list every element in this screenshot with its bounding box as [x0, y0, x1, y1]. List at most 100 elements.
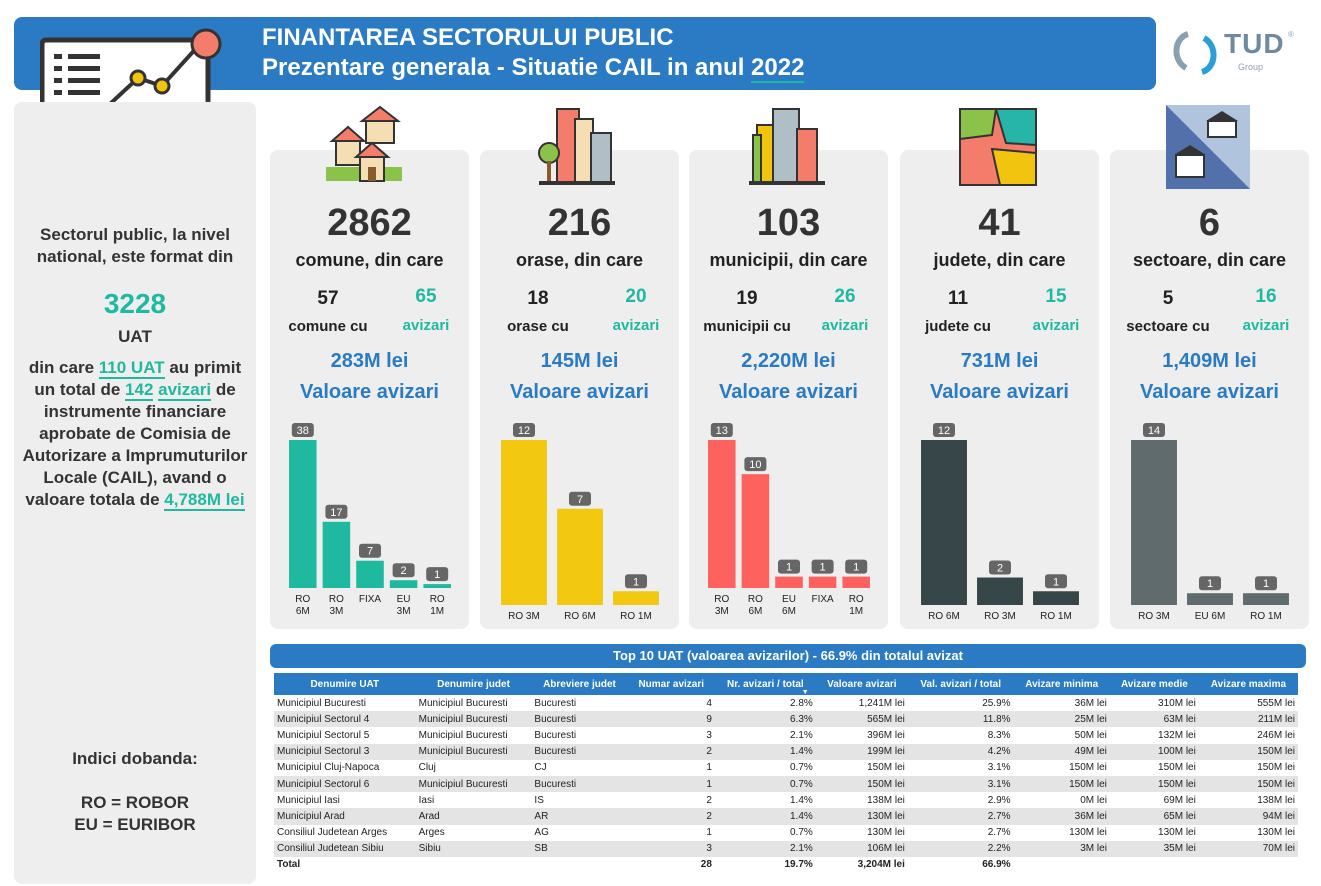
table-cell: 0.7% — [790, 762, 813, 774]
card-sub-a: 18 — [527, 288, 549, 309]
tick-label: 1M — [430, 606, 444, 617]
column-header[interactable]: Denumire judet — [415, 673, 532, 695]
data-label-text: 1 — [853, 562, 859, 574]
bar-fixa — [808, 576, 837, 588]
data-label-box — [569, 491, 591, 506]
table-cell: 36M lei — [1074, 697, 1107, 709]
data-label: 14 — [1143, 423, 1165, 437]
data-label: 13 — [710, 423, 733, 437]
data-label-text: 2 — [997, 563, 1003, 575]
summary-uat-count: 110 UAT — [98, 358, 165, 379]
page-title: FINANTAREA SECTORULUI PUBLIC Prezentare … — [262, 23, 805, 83]
tick-label: RO 6M — [928, 611, 960, 622]
card-label: sectoare, din care — [1132, 250, 1287, 270]
bar-chart-sectoare: 14 RO 3M 1 EU 6M 1 RO 1M — [1131, 423, 1289, 622]
card-value: 2,220M lei — [741, 350, 836, 372]
card-total: 41 — [978, 202, 1021, 244]
bar-ro-3m — [708, 440, 736, 588]
tick-label: RO 1M — [1040, 611, 1072, 622]
table-cell: Municipiul Iasi — [277, 794, 340, 806]
total-uat: 3228 — [103, 288, 167, 319]
table-cell: 130M lei — [1158, 827, 1196, 839]
tick-label: 6M — [748, 606, 762, 617]
table-cell: 1.4% — [714, 808, 816, 825]
card-sub-a-label: orase cu — [507, 318, 569, 335]
table-cell: 2.9% — [987, 794, 1011, 806]
data-label-text: 7 — [577, 494, 583, 506]
table-cell: 4 — [706, 697, 712, 709]
table-cell: 0.7% — [714, 775, 816, 793]
table-cell: 65M lei — [1109, 808, 1199, 825]
table-row: Municipiul Sectorul 5 Municipiul Bucurest… — [274, 727, 1298, 743]
table-cell: 3M lei — [1013, 840, 1110, 857]
data-label: 17 — [325, 504, 348, 519]
column-header[interactable]: Nr. avizari / total — [714, 673, 816, 695]
table-cell: Municipiul Sectorul 5 — [277, 729, 370, 741]
data-label: 12 — [513, 423, 535, 437]
summary-avizari-word: avizari — [158, 380, 212, 401]
logo-registered: ® — [1288, 30, 1294, 39]
card-sub-a: 19 — [736, 288, 758, 309]
table-cell: Arad — [415, 808, 532, 825]
table-cell: 1 — [627, 775, 715, 793]
table-cell: 310M lei — [1158, 697, 1196, 709]
column-header[interactable]: Avizare maxima — [1198, 673, 1298, 695]
data-label-box — [1255, 576, 1277, 591]
column-header[interactable]: Avizare medie — [1109, 673, 1199, 695]
data-label: 7 — [569, 491, 591, 506]
tick-label: EU — [782, 594, 796, 605]
card-sub-b-label: avizari — [402, 317, 450, 334]
tick-label: RO — [748, 594, 763, 605]
card-sub-b: 20 — [625, 286, 647, 307]
tick-label: RO 6M — [564, 611, 596, 622]
bar-ro-1m — [1243, 593, 1289, 605]
card-sub-b-label: avizari — [612, 317, 660, 334]
bar-ro-6m — [557, 508, 603, 605]
card-total: 2862 — [327, 202, 412, 244]
data-label-box — [1045, 574, 1067, 589]
table-cell: 565M lei — [815, 711, 908, 728]
column-header[interactable]: Avizare minima — [1013, 673, 1110, 695]
table-row: Municipiul Sectorul 3 Municipiul Bucurest… — [274, 743, 1298, 760]
column-header[interactable]: Numar avizari — [627, 673, 715, 695]
data-label-box — [392, 563, 415, 578]
table-cell — [1109, 856, 1199, 874]
column-header[interactable]: Denumire UAT — [274, 673, 416, 695]
data-label-text: 38 — [297, 425, 309, 437]
tick-label: RO — [295, 594, 310, 605]
card-value: 283M lei — [330, 350, 409, 372]
table-cell: CJ — [534, 762, 547, 774]
data-label: 12 — [933, 423, 955, 437]
table-cell: 2 — [706, 794, 712, 806]
column-header[interactable]: Valoare avizari ▼ — [802, 673, 908, 696]
data-label-text: 1 — [786, 562, 792, 574]
data-label-text: 17 — [330, 507, 342, 519]
sort-desc-icon[interactable]: ▼ — [801, 689, 809, 696]
tick-label: RO 3M — [1138, 611, 1170, 622]
table-cell — [415, 856, 532, 874]
card-sub-a-label: municipii cu — [703, 318, 791, 335]
indici-ro: RO = ROBOR — [80, 793, 190, 812]
column-header[interactable]: Val. avizari / total — [907, 673, 1014, 695]
column-header[interactable]: Abreviere judet — [531, 673, 628, 695]
bar-ro-1m — [842, 576, 870, 588]
card-sub-a: 11 — [947, 288, 969, 309]
tick-label: RO 3M — [984, 611, 1016, 622]
tick-label: RO — [714, 594, 729, 605]
table-cell: Municipiul Bucuresti — [277, 697, 366, 709]
table-cell: 3.1% — [907, 775, 1014, 793]
tick-label: RO — [430, 594, 445, 605]
table-cell: 19.7% — [714, 856, 816, 874]
table-cell: AG — [534, 827, 549, 839]
table-row: Municipiul Arad Arad AR 2 1.4% 130M lei 2.7% 36… — [274, 808, 1298, 825]
title-line-1: FINANTAREA SECTORULUI PUBLIC — [262, 24, 674, 51]
table-row: Municipiul Cluj-Napoca Cluj CJ 1 0.7% 150M le… — [274, 760, 1298, 776]
tick-label: EU — [397, 594, 411, 605]
table-row: Consiliul Judetean Sibiu Sibiu SB 3 2.1% 106M… — [274, 840, 1298, 857]
indici-eu: EU = EURIBOR — [74, 815, 196, 834]
table-cell: Bucuresti — [534, 697, 577, 709]
table-cell: Municipiul Bucuresti — [415, 775, 532, 793]
table-cell: Bucuresti — [531, 711, 628, 728]
card-label: orase, din care — [515, 250, 644, 270]
